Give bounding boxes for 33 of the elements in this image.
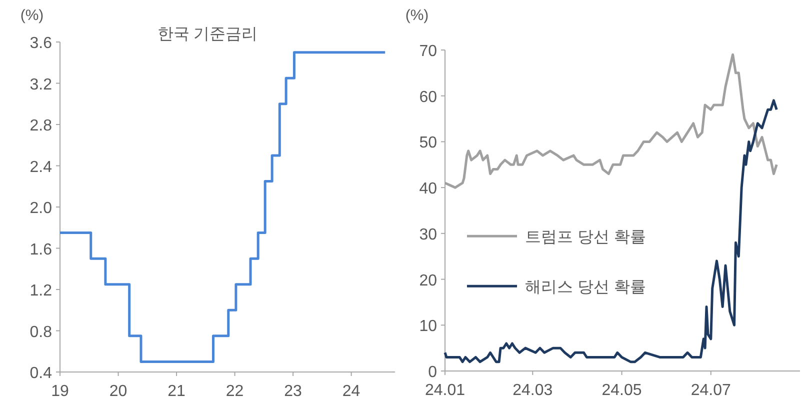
y-tick-label: 0.4 <box>30 365 52 382</box>
line-series <box>444 99 778 364</box>
y-tick-label: 2.8 <box>30 118 52 134</box>
y-tick-label: 0.8 <box>30 324 52 341</box>
y-tick-label: 40 <box>419 180 438 198</box>
y-tick-label: 3.2 <box>30 76 52 94</box>
y-tick-label: 30 <box>419 226 438 244</box>
x-tick-label: 24 <box>342 383 360 400</box>
y-tick-label: 60 <box>419 88 438 106</box>
y-tick-label: 0 <box>428 364 438 381</box>
y-tick-label: 1.6 <box>30 241 52 258</box>
x-tick-label: 24.01 <box>424 382 466 399</box>
y-tick-label: 20 <box>419 272 438 290</box>
legend-label: 트럼프 당선 확률 <box>525 229 646 246</box>
y-tick-label: 50 <box>419 134 438 152</box>
y-tick-label: 70 <box>419 43 438 60</box>
x-tick-label: 19 <box>51 383 69 400</box>
x-tick-label: 24.05 <box>602 382 642 399</box>
x-tick-label: 21 <box>168 383 186 400</box>
x-tick-label: 23 <box>284 383 302 400</box>
y-tick-label: 10 <box>419 318 438 336</box>
y-tick-label: 2.0 <box>30 200 52 217</box>
chart-title: 한국 기준금리 <box>157 26 258 43</box>
y-tick-label: 2.4 <box>30 158 52 176</box>
x-tick-label: 20 <box>109 383 128 400</box>
x-tick-label: 24.07 <box>690 382 731 399</box>
y-tick-label: 3.6 <box>30 35 52 52</box>
y-axis-title: (%) <box>405 7 429 24</box>
y-tick-label: 1.2 <box>30 282 52 300</box>
x-tick-label: 22 <box>226 383 244 400</box>
y-axis-title: (%) <box>20 7 44 24</box>
x-tick-label: 24.03 <box>512 382 553 399</box>
legend-label: 해리스 당선 확률 <box>525 279 646 296</box>
